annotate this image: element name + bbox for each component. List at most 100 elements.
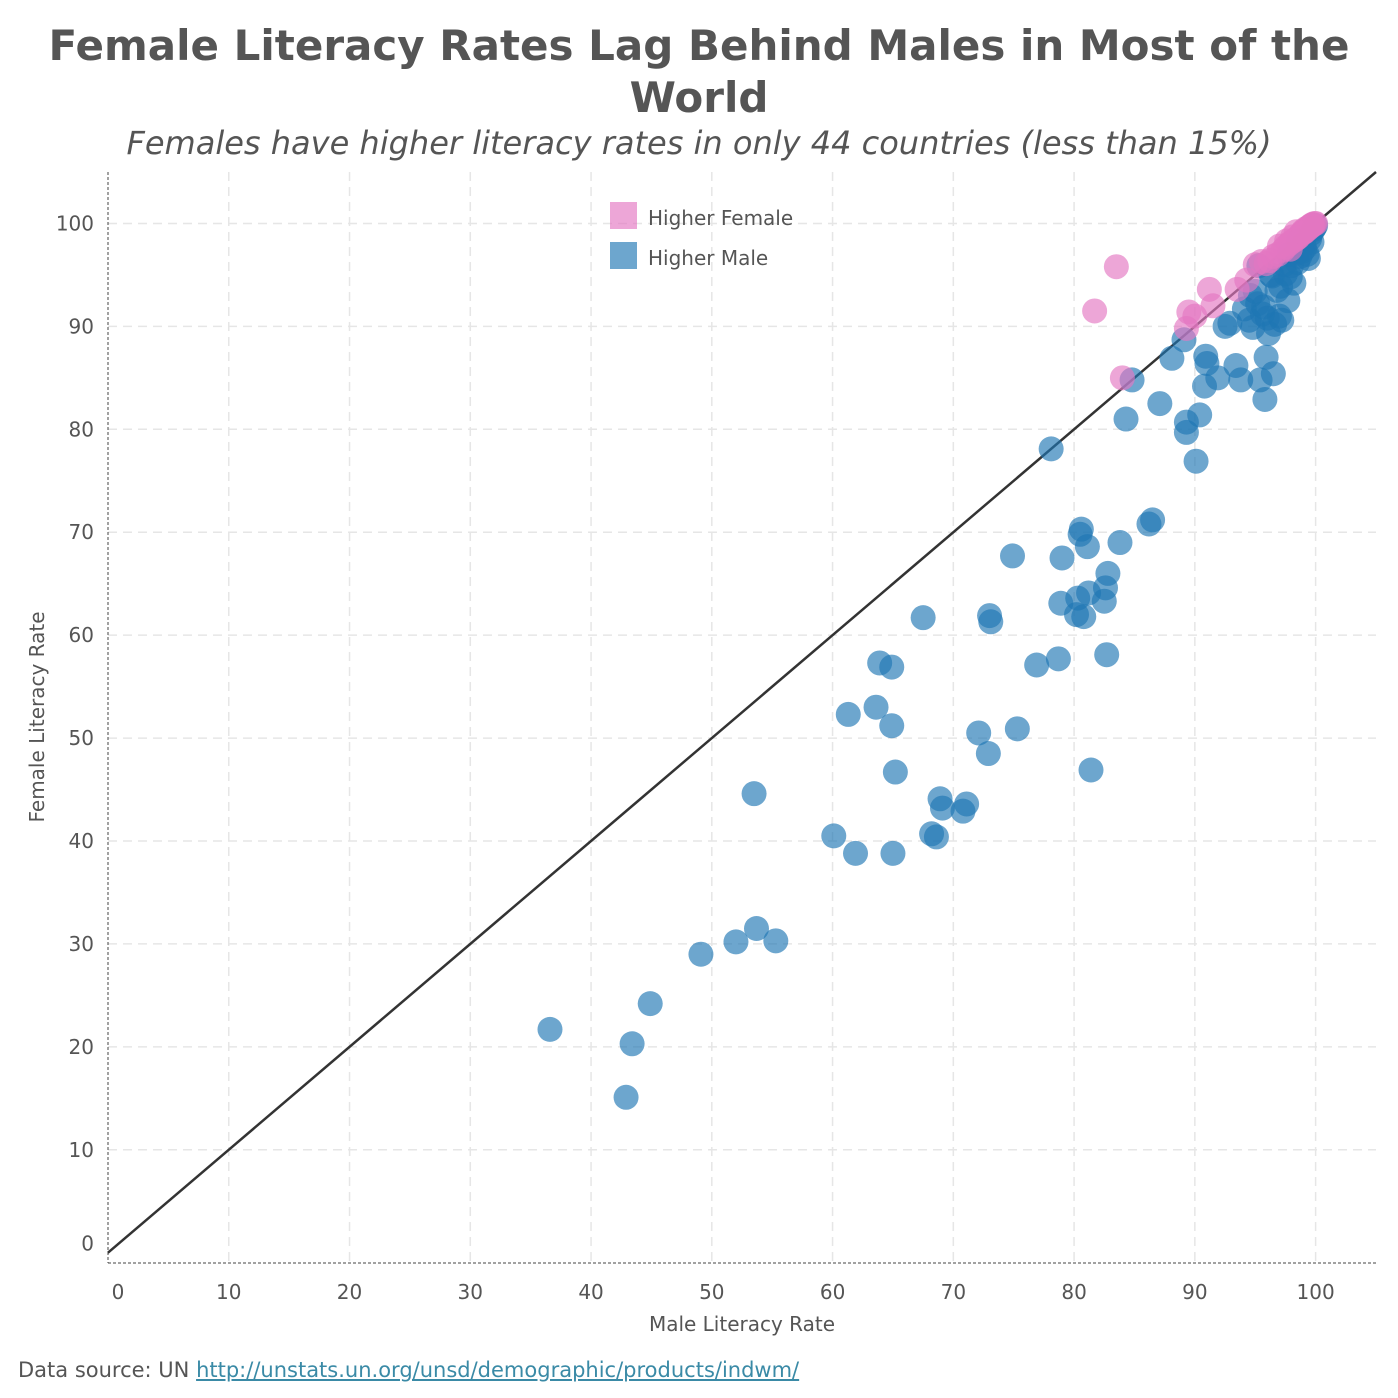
data-point-higher-male [1269,307,1295,333]
data-point-higher-male [966,720,992,746]
data-point-higher-male [1113,406,1139,432]
data-point-higher-male [1094,642,1120,668]
x-tick-label: 100 [1297,1280,1335,1304]
data-point-higher-male [1078,757,1104,783]
chart-title-line-1: Female Literacy Rates Lag Behind Males i… [48,21,1350,70]
data-point-higher-male [1000,543,1026,569]
x-axis-ticks: 0 10 20 30 40 50 60 70 80 90 100 [112,1280,1335,1304]
x-tick-label: 10 [216,1280,241,1304]
y-tick-label: 70 [69,520,94,544]
x-tick-label: 70 [941,1280,966,1304]
data-point-higher-female [1173,315,1199,341]
y-axis-label: Female Literacy Rate [25,611,49,822]
y-tick-label: 60 [69,623,94,647]
data-point-higher-male [1228,367,1254,393]
data-point-higher-male [910,605,936,631]
data-point-higher-male [613,1084,639,1110]
x-tick-label: 20 [337,1280,362,1304]
scatter-chart: 0 10 20 30 40 50 60 70 80 90 100 0 10 20 30 40 50 60 70 80… [25,171,1377,1336]
chart-title: Female Literacy Rates Lag Behind Males i… [0,20,1398,124]
chart-title-line-2: World [629,73,769,122]
y-tick-label: 80 [69,417,94,441]
data-point-higher-male [1252,386,1278,412]
data-point-higher-male [1107,530,1133,556]
data-point-higher-male [1260,361,1286,387]
data-point-higher-male [879,654,905,680]
data-source: Data source: UN http://unstats.un.org/un… [18,1358,799,1382]
x-tick-label: 30 [458,1280,483,1304]
data-point-higher-male [1147,391,1173,417]
data-point-higher-male [1038,436,1064,462]
y-tick-label: 20 [69,1035,94,1059]
data-point-higher-male [1183,448,1209,474]
data-point-higher-male [954,791,980,817]
y-tick-label: 30 [69,932,94,956]
data-point-higher-female [1200,293,1226,319]
data-point-higher-female [1253,251,1279,277]
data-point-higher-male [1251,294,1277,320]
data-point-higher-female [1291,220,1317,246]
data-point-higher-male [1173,419,1199,445]
data-source-link[interactable]: http://unstats.un.org/unsd/demographic/p… [196,1358,800,1382]
data-point-higher-male [882,759,908,785]
x-axis-label: Male Literacy Rate [649,1312,835,1336]
data-point-higher-female [1109,365,1135,391]
data-point-higher-male [1281,270,1307,296]
data-points [537,210,1329,1110]
data-point-higher-male [619,1031,645,1057]
data-point-higher-male [537,1016,563,1042]
data-point-higher-male [1024,652,1050,678]
chart-subtitle: Females have higher literacy rates in on… [126,124,1272,162]
x-tick-label: 40 [578,1280,603,1304]
data-point-higher-male [1004,716,1030,742]
legend-swatch-higher-male[interactable] [610,242,637,269]
data-point-higher-male [923,824,949,850]
data-point-higher-male [843,840,869,866]
data-point-higher-male [763,928,789,954]
data-point-higher-male [880,840,906,866]
data-point-higher-male [821,823,847,849]
data-point-higher-male [1049,545,1075,571]
data-point-higher-male [743,915,769,941]
y-axis-ticks: 0 10 20 30 40 50 60 70 80 90 100 [56,211,94,1255]
data-point-higher-male [688,941,714,967]
y-tick-label: 90 [69,314,94,338]
data-point-higher-male [723,929,749,955]
data-point-higher-male [1140,507,1166,533]
legend-swatch-higher-female[interactable] [610,202,637,229]
axis-frame [107,172,1376,1264]
data-point-higher-male [1071,604,1097,630]
data-point-higher-male [978,609,1004,635]
y-tick-label: 50 [69,726,94,750]
y-tick-label: 100 [56,211,94,235]
x-tick-label: 80 [1061,1280,1086,1304]
data-point-higher-male [1187,402,1213,428]
data-point-higher-male [1205,365,1231,391]
data-point-higher-male [863,694,889,720]
data-point-higher-male [637,991,663,1017]
data-source-prefix: Data source: UN [18,1358,197,1382]
data-point-higher-male [1095,560,1121,586]
y-tick-label: 0 [81,1232,94,1256]
data-point-higher-female [1234,267,1260,293]
x-tick-label: 50 [699,1280,724,1304]
data-point-higher-male [741,781,767,807]
data-point-higher-male [975,741,1001,767]
x-tick-label: 90 [1182,1280,1207,1304]
data-point-higher-male [879,713,905,739]
y-tick-label: 40 [69,829,94,853]
x-tick-label: 0 [112,1280,125,1304]
legend-label-higher-female[interactable]: Higher Female [648,206,793,230]
data-point-higher-female [1082,298,1108,324]
data-point-higher-male [1045,646,1071,672]
legend[interactable]: Higher Female Higher Male [610,202,793,270]
data-point-higher-male [929,795,955,821]
x-tick-label: 60 [820,1280,845,1304]
data-point-higher-female [1103,254,1129,280]
data-point-higher-male [1159,345,1185,371]
grid-lines [108,172,1376,1263]
y-tick-label: 10 [69,1138,94,1162]
legend-label-higher-male[interactable]: Higher Male [648,246,768,270]
data-point-higher-male [835,701,861,727]
data-point-higher-male [1074,534,1100,560]
